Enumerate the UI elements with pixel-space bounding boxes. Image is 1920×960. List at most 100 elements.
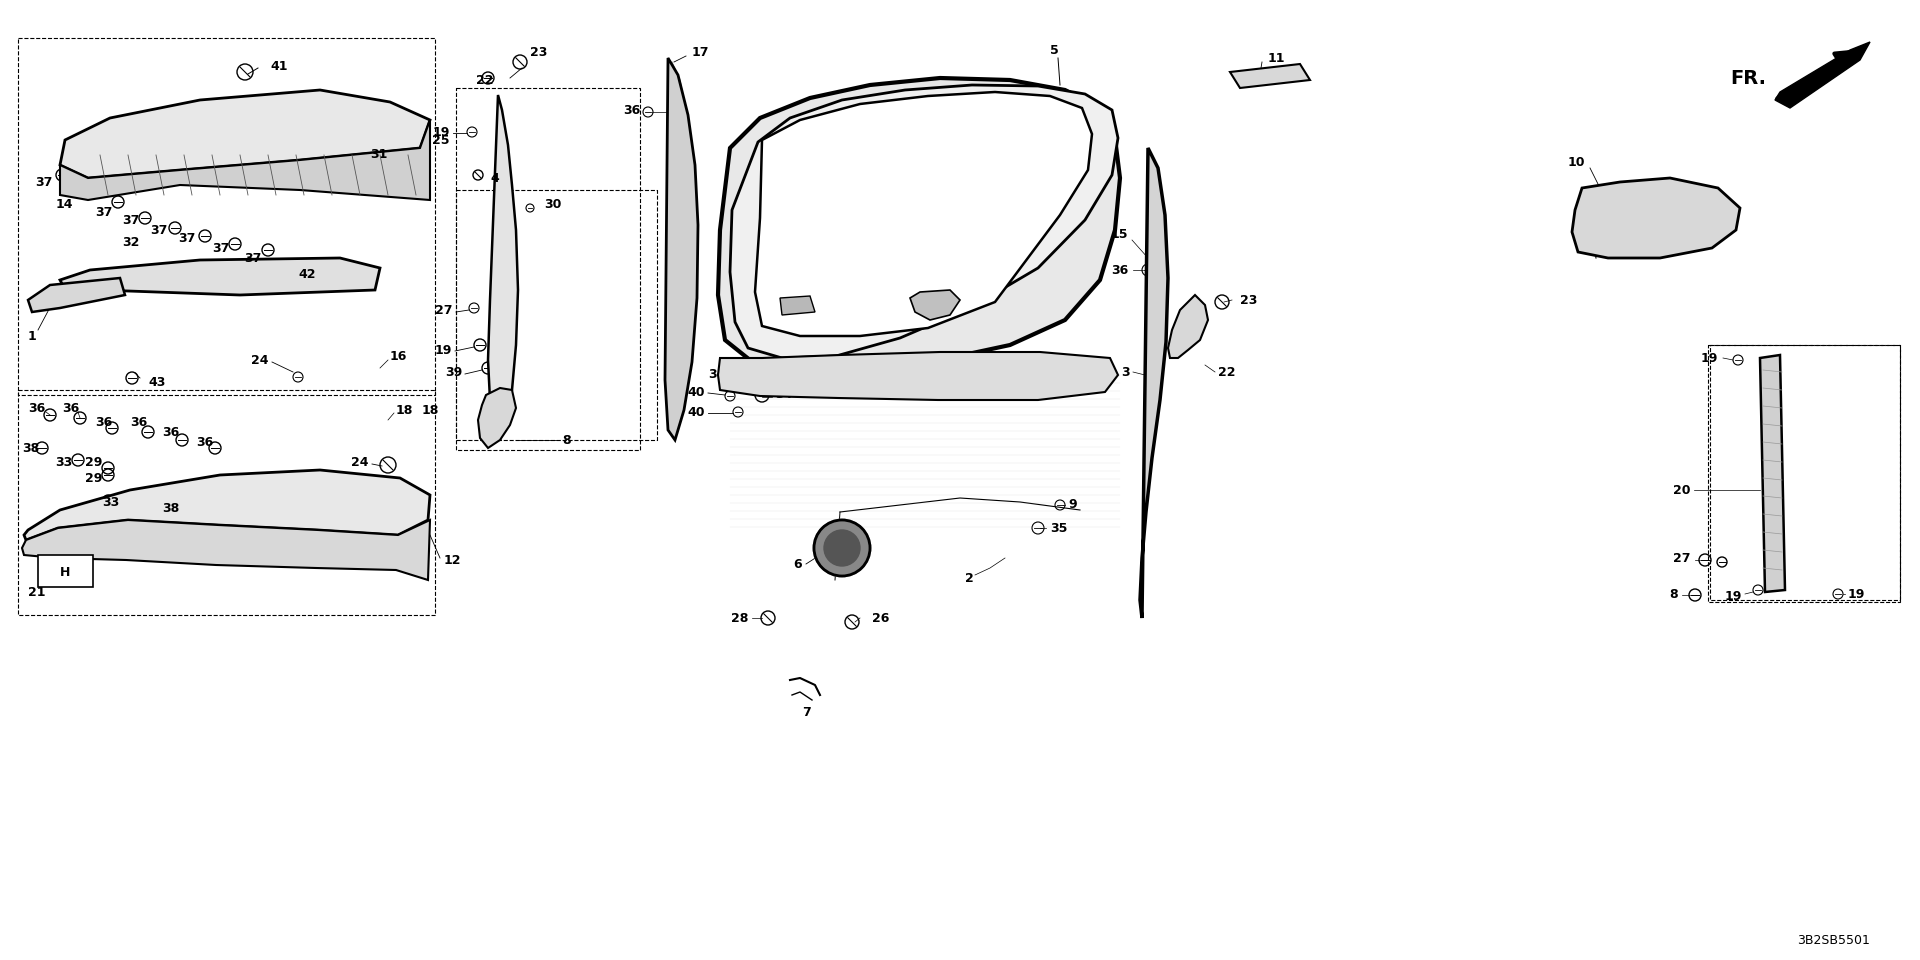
Text: 36: 36 bbox=[61, 401, 79, 415]
Text: 31: 31 bbox=[371, 149, 388, 161]
Text: 3: 3 bbox=[1121, 366, 1131, 378]
Text: 20: 20 bbox=[1672, 484, 1690, 496]
Polygon shape bbox=[488, 95, 518, 440]
Polygon shape bbox=[1774, 42, 1870, 108]
Text: 30: 30 bbox=[543, 199, 561, 211]
Text: 40: 40 bbox=[687, 405, 705, 419]
Text: 19: 19 bbox=[1701, 351, 1718, 365]
Bar bbox=[1711, 345, 1901, 600]
Text: 39: 39 bbox=[445, 367, 463, 379]
Bar bbox=[457, 88, 639, 450]
Text: 37: 37 bbox=[94, 205, 113, 219]
Text: 37: 37 bbox=[123, 213, 140, 227]
Polygon shape bbox=[910, 290, 960, 320]
Text: 26: 26 bbox=[872, 612, 889, 625]
Text: 41: 41 bbox=[271, 60, 288, 73]
Text: 37: 37 bbox=[244, 252, 261, 265]
Polygon shape bbox=[1572, 178, 1740, 258]
Text: 12: 12 bbox=[444, 554, 461, 566]
Text: 36: 36 bbox=[29, 401, 46, 415]
Polygon shape bbox=[60, 120, 430, 200]
Text: 37: 37 bbox=[179, 231, 196, 245]
Text: 32: 32 bbox=[123, 235, 140, 249]
Text: 43: 43 bbox=[148, 375, 165, 389]
Polygon shape bbox=[1167, 295, 1208, 358]
Text: 27: 27 bbox=[434, 303, 451, 317]
Circle shape bbox=[814, 520, 870, 576]
Polygon shape bbox=[664, 58, 699, 440]
Text: FR.: FR. bbox=[1730, 68, 1766, 87]
Text: 34: 34 bbox=[776, 389, 793, 401]
Text: 36: 36 bbox=[131, 416, 148, 428]
Text: 19: 19 bbox=[434, 344, 451, 356]
Bar bbox=[17, 38, 436, 395]
Text: 2: 2 bbox=[966, 571, 973, 585]
Polygon shape bbox=[1761, 355, 1786, 592]
Text: 11: 11 bbox=[1267, 52, 1286, 64]
Polygon shape bbox=[780, 296, 814, 315]
Text: 27: 27 bbox=[1672, 551, 1690, 564]
Text: 36: 36 bbox=[1112, 263, 1129, 276]
Text: 16: 16 bbox=[390, 350, 407, 364]
Text: 37: 37 bbox=[150, 224, 167, 236]
Bar bbox=[457, 190, 657, 440]
Text: 23: 23 bbox=[530, 45, 547, 59]
Text: 19: 19 bbox=[1724, 589, 1741, 603]
Text: 36: 36 bbox=[94, 416, 111, 428]
Text: 5: 5 bbox=[1050, 43, 1058, 57]
Text: 19: 19 bbox=[432, 126, 449, 138]
Text: 37: 37 bbox=[211, 242, 228, 254]
Bar bbox=[1709, 345, 1901, 602]
Text: 29: 29 bbox=[84, 471, 102, 485]
Text: 17: 17 bbox=[691, 45, 710, 59]
Text: 1: 1 bbox=[29, 329, 36, 343]
Text: 9: 9 bbox=[1068, 498, 1077, 512]
Text: 18: 18 bbox=[396, 403, 413, 417]
Polygon shape bbox=[755, 92, 1092, 336]
Text: 13: 13 bbox=[849, 275, 870, 290]
Text: 21: 21 bbox=[29, 586, 46, 598]
Text: 38: 38 bbox=[21, 442, 38, 454]
Text: 33: 33 bbox=[56, 455, 73, 468]
Text: 34: 34 bbox=[708, 369, 726, 381]
Text: 8: 8 bbox=[1668, 588, 1678, 602]
Text: 19: 19 bbox=[1847, 588, 1866, 601]
Polygon shape bbox=[478, 388, 516, 448]
Polygon shape bbox=[1231, 64, 1309, 88]
Text: 36: 36 bbox=[196, 436, 213, 448]
Text: 25: 25 bbox=[432, 133, 449, 147]
Text: 28: 28 bbox=[732, 612, 749, 625]
Polygon shape bbox=[718, 78, 1119, 370]
Bar bbox=[17, 390, 436, 615]
Text: 42: 42 bbox=[298, 269, 315, 281]
Text: 14: 14 bbox=[56, 199, 73, 211]
Text: 18: 18 bbox=[422, 403, 440, 417]
Text: 38: 38 bbox=[161, 501, 179, 515]
Text: 8: 8 bbox=[563, 434, 570, 446]
Polygon shape bbox=[29, 278, 125, 312]
Text: 36: 36 bbox=[161, 425, 179, 439]
Circle shape bbox=[824, 530, 860, 566]
Polygon shape bbox=[730, 85, 1117, 358]
Text: 36: 36 bbox=[622, 104, 639, 116]
Text: 6: 6 bbox=[793, 559, 803, 571]
Text: 22: 22 bbox=[476, 74, 493, 86]
Text: 22: 22 bbox=[1217, 366, 1235, 378]
Bar bbox=[38, 555, 92, 587]
Text: 33: 33 bbox=[102, 495, 119, 509]
Text: 10: 10 bbox=[1569, 156, 1586, 169]
Text: 40: 40 bbox=[687, 386, 705, 398]
Text: H: H bbox=[60, 565, 71, 579]
Polygon shape bbox=[1140, 148, 1167, 618]
Text: 23: 23 bbox=[1240, 294, 1258, 306]
Text: 3B2SB5501: 3B2SB5501 bbox=[1797, 933, 1870, 947]
Polygon shape bbox=[718, 352, 1117, 400]
Text: 7: 7 bbox=[803, 706, 810, 718]
Text: 37: 37 bbox=[35, 176, 52, 188]
Text: 4: 4 bbox=[490, 172, 499, 184]
Text: 29: 29 bbox=[84, 455, 102, 468]
Polygon shape bbox=[23, 470, 430, 540]
Text: 24: 24 bbox=[250, 353, 269, 367]
Text: 35: 35 bbox=[1050, 521, 1068, 535]
Text: 24: 24 bbox=[351, 455, 369, 468]
